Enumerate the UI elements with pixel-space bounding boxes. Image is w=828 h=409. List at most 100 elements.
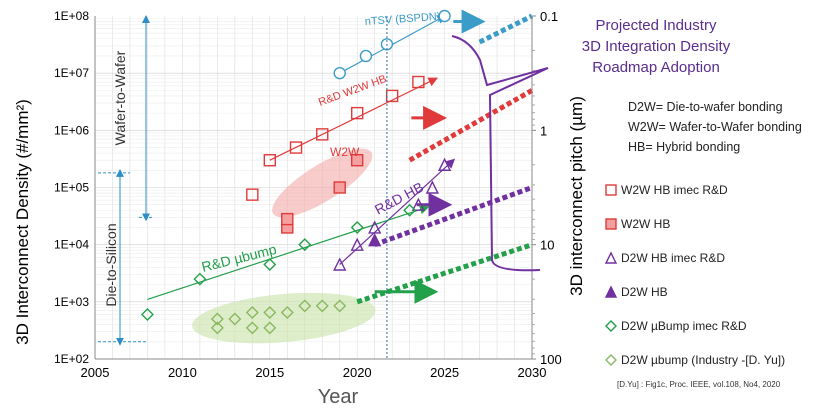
data-point	[315, 299, 329, 313]
legend-label: D2W HB imec R&D	[621, 251, 725, 265]
x-tick-label: 2005	[81, 365, 110, 380]
data-point	[333, 66, 346, 80]
y-right-tick-label: 10	[540, 238, 554, 253]
y-right-tick-label: 0.1	[540, 9, 558, 24]
y-tick-label: 1E+07	[54, 66, 89, 80]
data-point	[351, 154, 364, 167]
data-point	[359, 49, 373, 63]
legend-marker	[605, 354, 617, 366]
legend-label: D2W µBump imec R&D	[621, 319, 747, 333]
definition-hb: HB= Hybrid bonding	[628, 140, 740, 154]
trend-line	[269, 77, 439, 161]
y-right-axis-title: 3D interconnect pitch (µm)	[567, 96, 586, 296]
data-point	[263, 154, 276, 167]
data-points	[140, 9, 452, 335]
data-point	[210, 321, 224, 335]
x-tick-label: 2030	[518, 365, 547, 380]
x-tick-label: 2010	[168, 365, 197, 380]
data-point	[245, 321, 259, 335]
legend-label: D2W µbump (Industry -[D. Yu])	[621, 353, 785, 367]
axes: 1E+02 1E+03 1E+04 1E+05 1E+06 1E+07 1E+08 2005 2…	[54, 9, 562, 380]
legend-marker	[605, 218, 617, 230]
legend-marker	[605, 184, 617, 196]
trend-line	[339, 158, 456, 265]
trend-lines	[147, 14, 456, 301]
wafer-to-wafer-label: Wafer-to-Wafer	[112, 50, 128, 145]
data-point	[438, 9, 451, 23]
region-dimension-arrows	[98, 15, 153, 346]
series-w2w-hb	[281, 154, 364, 234]
trend-line	[147, 205, 430, 301]
data-point	[350, 237, 364, 251]
die-to-silicon-label: Die-to-Silicon	[103, 223, 119, 306]
y-tick-label: 1E+02	[54, 352, 89, 366]
citation: [D.Yu] : Fig1c, Proc. IEEE, vol.108, No4…	[617, 380, 781, 389]
y-tick-label: 1E+08	[54, 9, 89, 23]
legend-label: W2W HB imec R&D	[621, 183, 728, 197]
data-point	[333, 181, 346, 194]
projection-line	[356, 242, 533, 305]
data-point	[425, 180, 439, 194]
projection-line	[373, 185, 533, 248]
projection-lines	[356, 9, 534, 305]
data-point	[228, 312, 242, 326]
ubump-industry-region	[192, 292, 376, 344]
legend-marker	[605, 320, 617, 332]
x-tick-label: 2025	[430, 365, 459, 380]
data-point	[385, 89, 399, 103]
definition-d2w: D2W= Die-to-wafer bonding	[628, 100, 783, 114]
data-point	[437, 157, 452, 171]
data-point	[245, 306, 259, 320]
data-point	[333, 257, 347, 271]
data-point	[411, 197, 426, 211]
roadmap-title-2: 3D Integration Density	[582, 38, 731, 55]
data-point	[246, 188, 259, 201]
series-d2w-bump-industry-d-yu-	[210, 299, 347, 335]
data-point	[210, 312, 224, 326]
data-point	[298, 238, 312, 252]
legend-label: W2W HB	[621, 217, 670, 231]
legend-marker	[604, 285, 618, 298]
x-tick-label: 2020	[343, 365, 372, 380]
data-point	[368, 233, 382, 247]
data-point	[368, 220, 382, 234]
data-point	[193, 272, 207, 286]
data-point	[351, 106, 364, 120]
projection-line	[478, 13, 534, 45]
data-point	[263, 306, 277, 320]
x-tick-label: 2015	[255, 365, 284, 380]
y-tick-label: 1E+03	[54, 295, 89, 309]
y-right-tick-label: 1	[540, 123, 547, 138]
series-d2w-bump-imec-r-d	[140, 203, 417, 322]
roadmap-title-3: Roadmap Adoption	[592, 59, 720, 76]
rd-hb-label: R&D HB	[372, 179, 426, 218]
series-w2w-hb-imec-r-d	[246, 75, 425, 201]
y-tick-label: 1E+06	[54, 123, 89, 137]
data-point	[263, 321, 277, 335]
y-tick-label: 1E+04	[54, 238, 89, 252]
y-tick-label: 1E+05	[54, 181, 89, 195]
data-point	[140, 308, 154, 322]
projection-line	[408, 88, 534, 163]
x-axis-title: Year	[318, 386, 359, 408]
data-point	[280, 306, 294, 320]
ntsv-label: nTSV (BSPDN)	[364, 11, 440, 28]
roadmap-bracket	[451, 35, 549, 272]
y-right-tick-label: 100	[540, 352, 562, 367]
data-point	[263, 258, 277, 271]
w2w-region	[272, 148, 373, 218]
series-d2w-hb	[368, 233, 382, 247]
definition-w2w: W2W= Wafer-to-Wafer bonding	[628, 120, 802, 134]
data-point	[316, 128, 329, 141]
data-point	[350, 220, 364, 234]
data-point	[281, 212, 294, 226]
roadmap-title-1: Projected Industry	[596, 17, 717, 34]
data-point	[412, 75, 425, 89]
legend-label: D2W HB	[621, 285, 668, 299]
w2w-label: W2W	[330, 145, 360, 159]
data-point	[289, 141, 303, 154]
data-point	[333, 299, 347, 313]
series-d2w-hb-imec-r-d	[333, 157, 452, 271]
data-point	[298, 299, 312, 313]
